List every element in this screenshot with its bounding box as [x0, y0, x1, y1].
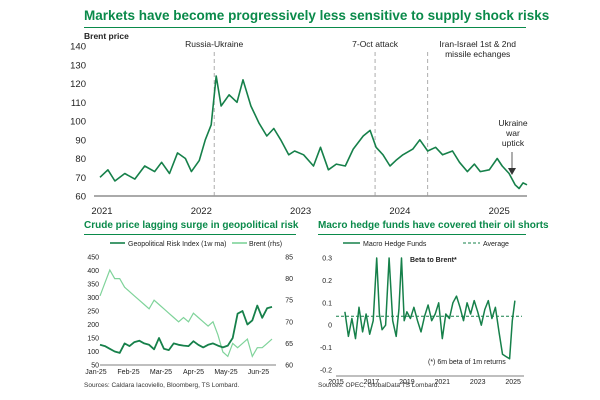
left-title-divider: [84, 234, 296, 235]
average-legend-label: Average: [483, 241, 509, 248]
beta-x-tick-label: 2019: [399, 379, 415, 386]
gpr-x-tick-label: Jun-25: [248, 369, 270, 376]
right-title-divider: [318, 234, 526, 235]
beta-x-tick-label: 2025: [505, 379, 521, 386]
brent-x-tick-label: 2025: [489, 206, 510, 217]
brent-x-tick-label: 2021: [91, 206, 112, 217]
beta-y-tick-label: 0.3: [322, 256, 332, 263]
beta-y-tick-label: -0.1: [320, 345, 332, 352]
right-chart-title: Macro hedge funds have covered their oil…: [318, 220, 549, 231]
gpr-right-tick-label: 70: [285, 319, 293, 326]
beta-x-tick-label: 2015: [328, 379, 344, 386]
ukraine-callout-text: Ukraine: [498, 118, 528, 128]
brent-y-tick-label: 110: [71, 98, 86, 109]
brent-rhs-legend-label: Brent (rhs): [249, 241, 282, 248]
brent-y-tick-label: 80: [75, 154, 86, 165]
gpr-right-tick-label: 65: [285, 341, 293, 348]
gpr-left-tick-label: 150: [87, 336, 99, 343]
brent-price-line: [99, 75, 528, 190]
beta-y-tick-label: 0.2: [322, 278, 332, 285]
brent-y-tick-label: 90: [75, 135, 86, 146]
gpr-left-tick-label: 200: [87, 322, 99, 329]
brent-x-tick-label: 2023: [290, 206, 311, 217]
gpr-right-tick-label: 80: [285, 276, 293, 283]
gpr-x-tick-label: Feb-25: [117, 369, 139, 376]
main-title: Markets have become progressively less s…: [84, 8, 550, 23]
brent-y-tick-label: 140: [70, 42, 86, 53]
brent-y-tick-label: 70: [75, 173, 86, 184]
gpr-x-tick-label: Mar-25: [150, 369, 172, 376]
beta-x-tick-label: 2023: [470, 379, 486, 386]
brent-y-tick-label: 120: [70, 79, 86, 90]
gpr-left-tick-label: 250: [87, 309, 99, 316]
gpr-left-tick-label: 50: [91, 363, 99, 370]
left-chart-title: Crude price lagging surge in geopolitica…: [84, 220, 299, 231]
event-annotation: 7-Oct attack: [352, 39, 399, 49]
hedge-fund-beta-line: [344, 257, 516, 360]
title-divider: [84, 27, 526, 28]
gpr-left-tick-label: 100: [87, 349, 99, 356]
event-annotation: Russia-Ukraine: [185, 39, 243, 49]
brent-rhs-line: [99, 268, 273, 358]
beta-y-tick-label: 0.1: [322, 300, 332, 307]
ukraine-callout-text: uptick: [502, 138, 525, 148]
gpr-right-tick-label: 85: [285, 255, 293, 262]
gpr-right-tick-label: 60: [285, 363, 293, 370]
gpr-left-tick-label: 300: [87, 295, 99, 302]
brent-y-tick-label: 130: [70, 60, 86, 71]
beta-footnote: (*) 6m beta of 1m returns: [428, 359, 506, 366]
gpr-x-tick-label: May-25: [214, 369, 237, 376]
ukraine-callout-text: war: [505, 128, 520, 138]
brent-y-tick-label: 100: [70, 117, 86, 128]
gpr-legend-label: Geopolitical Risk Index (1w ma): [128, 241, 226, 248]
brent-x-tick-label: 2022: [191, 206, 212, 217]
hedge-fund-legend-label: Macro Hedge Funds: [363, 241, 427, 248]
event-annotation: missile echanges: [445, 49, 510, 59]
gpr-x-tick-label: Apr-25: [183, 369, 204, 376]
beta-x-tick-label: 2017: [364, 379, 380, 386]
brent-y-tick-label: 60: [75, 192, 86, 203]
beta-y-tick-label: -0.2: [320, 368, 332, 375]
gpr-index-line: [99, 304, 273, 354]
callout-arrow-head: [508, 168, 516, 175]
gpr-right-tick-label: 75: [285, 298, 293, 305]
brent-axis-label: Brent price: [84, 31, 129, 41]
gpr-left-tick-label: 350: [87, 282, 99, 289]
gpr-left-tick-label: 400: [87, 268, 99, 275]
gpr-left-tick-label: 450: [87, 255, 99, 262]
beta-inner-label: Beta to Brent*: [410, 257, 457, 264]
left-source-note: Sources: Caldara Iacoviello, Bloomberg, …: [84, 382, 240, 389]
beta-x-tick-label: 2021: [434, 379, 450, 386]
beta-y-tick-label: 0: [328, 323, 332, 330]
right-source-note: Sources: OPEC, GlobalData TS Lombard.: [318, 382, 440, 389]
gpr-x-tick-label: Jan-25: [85, 369, 107, 376]
brent-x-tick-label: 2024: [389, 206, 410, 217]
event-annotation: Iran-Israel 1st & 2nd: [439, 39, 516, 49]
